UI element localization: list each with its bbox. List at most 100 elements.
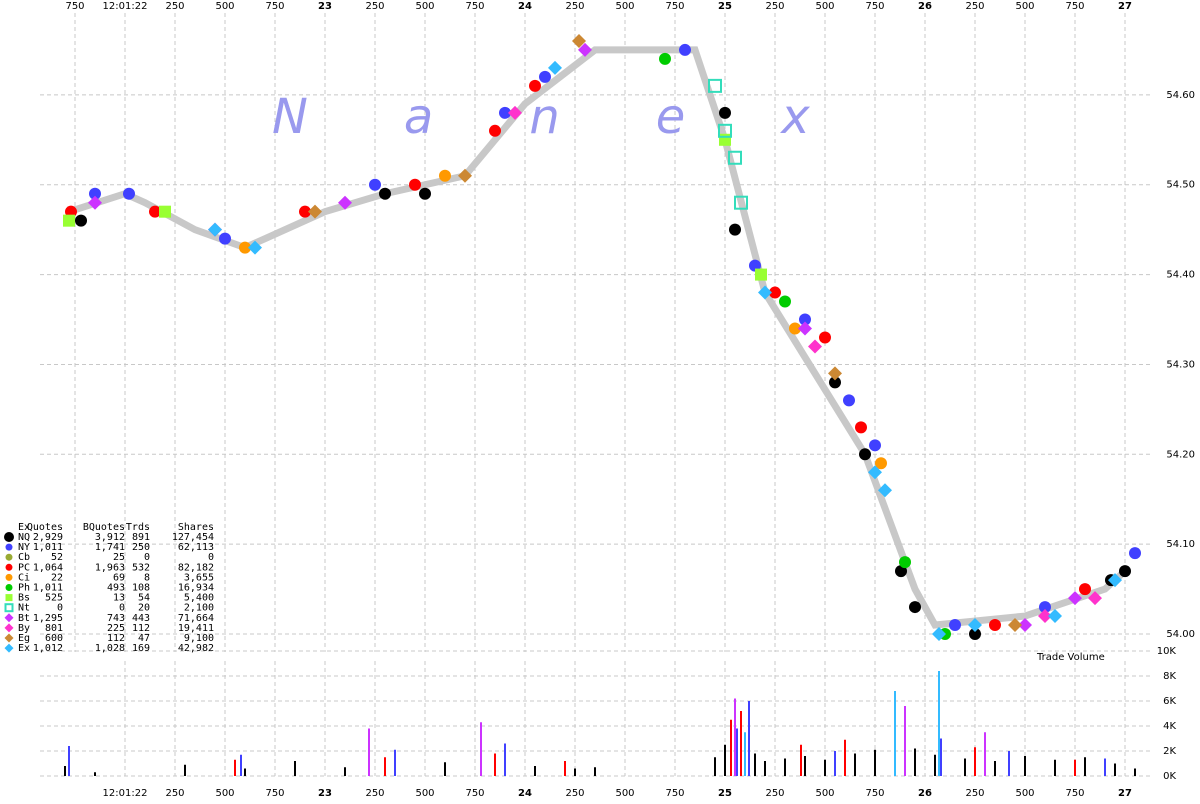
point xyxy=(219,232,231,245)
table-cell: 1,011 xyxy=(33,542,63,553)
point xyxy=(1038,609,1052,624)
grid-layer xyxy=(40,13,1150,777)
point xyxy=(719,106,731,119)
point xyxy=(369,178,381,191)
table-cell: NY xyxy=(18,542,30,553)
point xyxy=(1048,609,1062,624)
volume-bar xyxy=(534,766,536,776)
x-tick-label: 250 xyxy=(965,788,984,799)
x-tick-label: 250 xyxy=(365,1,384,12)
point xyxy=(458,168,472,183)
volume-bar xyxy=(714,757,716,776)
legend-marker xyxy=(4,633,14,643)
volume-bar xyxy=(854,753,856,776)
table-cell: 2,100 xyxy=(184,603,214,614)
point xyxy=(869,439,881,452)
table-header: Trds xyxy=(126,522,150,533)
table-cell: Ph xyxy=(18,583,30,594)
table-cell: 525 xyxy=(45,593,63,604)
volume-bar xyxy=(480,722,482,776)
point xyxy=(968,618,982,633)
legend-marker xyxy=(4,532,14,542)
x-tick-label: 750 xyxy=(665,788,684,799)
marks-layer xyxy=(63,33,1141,776)
volume-bar xyxy=(244,768,246,776)
volume-bar xyxy=(1008,751,1010,776)
volume-bar xyxy=(504,743,506,776)
volume-bar xyxy=(394,749,396,776)
point xyxy=(829,376,841,389)
y-tick-label: 54.20 xyxy=(1166,449,1195,460)
table-header: Shares xyxy=(178,522,214,533)
point xyxy=(1079,583,1091,596)
table-cell: 493 xyxy=(107,583,125,594)
table-cell: 1,064 xyxy=(33,562,63,573)
x-tick-label: 12:01:22 xyxy=(103,788,148,799)
point xyxy=(63,214,75,227)
legend-marker xyxy=(5,553,13,561)
table-cell: 1,028 xyxy=(95,643,125,654)
point xyxy=(798,321,812,336)
x-tick-label: 23 xyxy=(318,1,332,12)
table-cell: Eg xyxy=(18,633,30,644)
point xyxy=(379,187,391,200)
point xyxy=(499,106,511,119)
table-cell: 69 xyxy=(113,572,125,583)
x-tick-label: 250 xyxy=(765,788,784,799)
x-tick-label: 750 xyxy=(265,788,284,799)
volume-bar xyxy=(736,728,738,776)
volume-bar xyxy=(594,767,596,776)
point xyxy=(799,313,811,326)
volume-bar xyxy=(1024,756,1026,776)
table-cell: 42,982 xyxy=(178,643,214,654)
x-tick-label: 750 xyxy=(465,788,484,799)
point xyxy=(855,421,867,434)
point xyxy=(1008,618,1022,633)
point xyxy=(989,619,1001,632)
point xyxy=(895,565,907,578)
volume-bar xyxy=(754,753,756,776)
point xyxy=(75,214,87,227)
point xyxy=(789,322,801,335)
x-tick-label: 250 xyxy=(565,788,584,799)
legend-marker xyxy=(5,543,13,551)
legend-marker xyxy=(5,573,13,581)
volume-bar xyxy=(744,732,746,776)
table-cell: 20 xyxy=(138,603,150,614)
point xyxy=(1068,591,1082,606)
volume-bar xyxy=(784,758,786,776)
table-cell: 71,664 xyxy=(178,613,214,624)
point xyxy=(779,295,791,308)
x-tick-label: 250 xyxy=(165,1,184,12)
point xyxy=(1129,547,1141,560)
table-cell: 0 xyxy=(208,552,214,563)
point xyxy=(572,33,586,48)
point xyxy=(159,205,171,218)
volume-bar xyxy=(904,706,906,776)
point xyxy=(1039,601,1051,614)
table-cell: 3,912 xyxy=(95,532,125,543)
x-tick-label: 750 xyxy=(865,788,884,799)
table-cell: 5,400 xyxy=(184,593,214,604)
table-cell: 743 xyxy=(107,613,125,624)
point xyxy=(338,195,352,210)
volume-bar xyxy=(1054,759,1056,776)
volume-bar xyxy=(724,744,726,776)
x-tick-label: 24 xyxy=(518,788,532,799)
y-tick-label: 10K xyxy=(1157,646,1177,657)
x-tick-label: 26 xyxy=(918,788,932,799)
point xyxy=(719,133,731,146)
x-tick-label: 750 xyxy=(265,1,284,12)
point xyxy=(769,286,781,299)
table-cell: 112 xyxy=(132,623,150,634)
reference-line xyxy=(67,46,1128,629)
x-tick-label: 250 xyxy=(565,1,584,12)
volume-bar xyxy=(748,701,750,776)
point xyxy=(1108,573,1122,588)
volume-bar xyxy=(800,744,802,776)
x-tick-label: 500 xyxy=(615,788,634,799)
y-tick-label: 54.10 xyxy=(1166,539,1195,550)
volume-bar xyxy=(874,749,876,776)
point xyxy=(949,619,961,632)
